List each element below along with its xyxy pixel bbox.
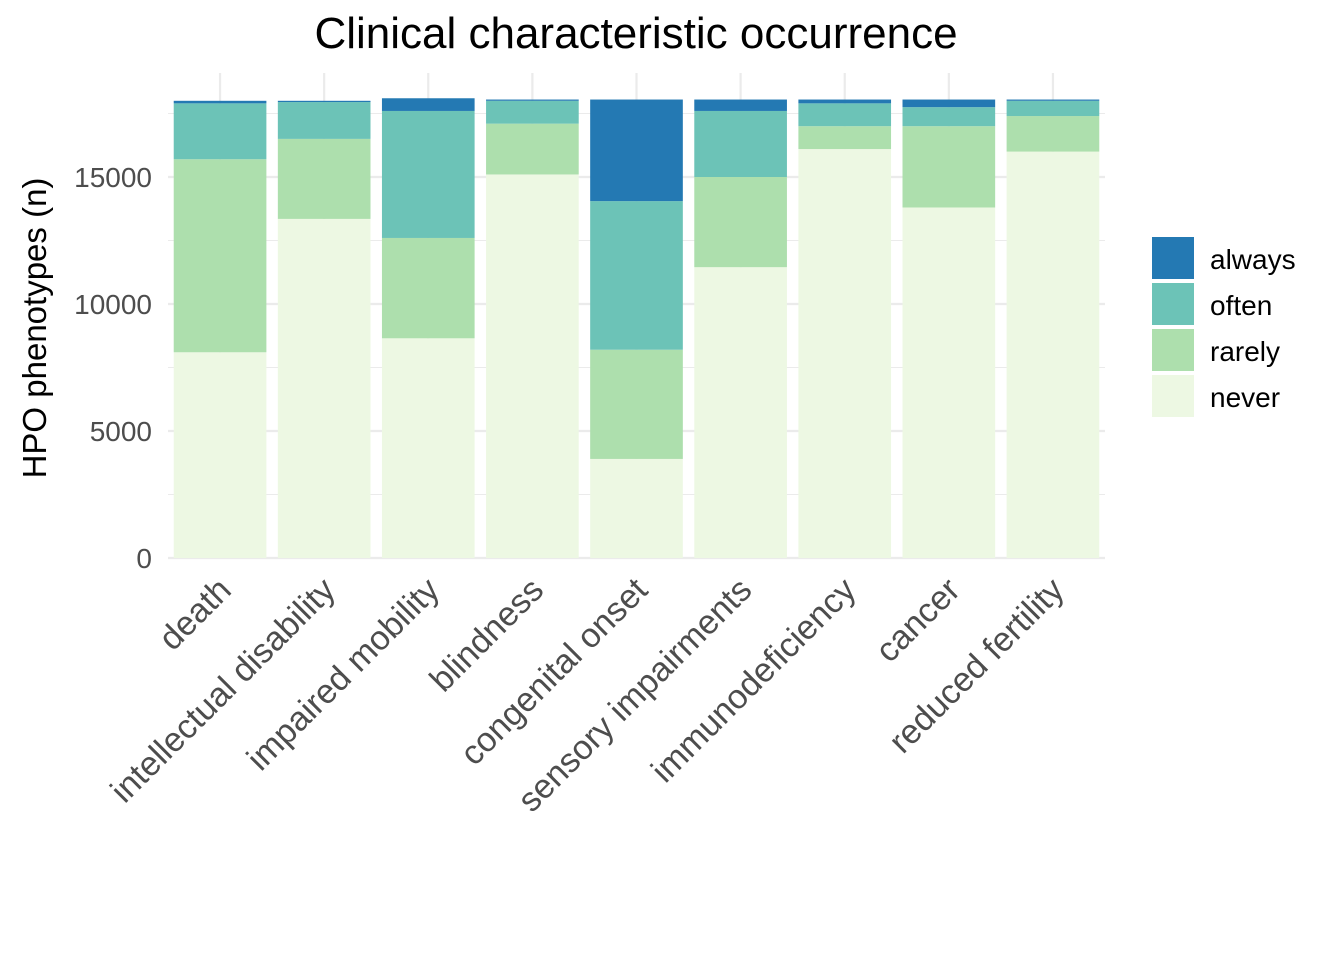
bar-often [798, 103, 892, 127]
y-axis: 0 5000 10000 15000 [74, 162, 152, 574]
bar-never [486, 174, 579, 558]
bar-never [902, 207, 996, 559]
bar-always [486, 99, 579, 101]
bar-never [694, 267, 787, 558]
bar-often [694, 110, 787, 177]
bar-often [590, 201, 683, 350]
bar-often [381, 110, 475, 238]
y-axis-label: HPO phenotypes (n) [16, 178, 53, 479]
bar-often [173, 103, 267, 160]
y-tick-label: 15000 [74, 162, 152, 193]
x-tick-label: cancer [868, 571, 967, 670]
bar-often [486, 100, 579, 124]
bar-rarely [486, 123, 579, 175]
bar-rarely [173, 159, 267, 353]
legend-swatch-always [1152, 237, 1194, 279]
bar-always [590, 99, 683, 202]
y-tick-label: 0 [136, 543, 152, 574]
legend-label-rarely: rarely [1210, 336, 1280, 367]
bar-always [277, 100, 371, 103]
chart-title: Clinical characteristic occurrence [314, 9, 957, 58]
bar-rarely [590, 349, 683, 459]
bar-rarely [1006, 116, 1100, 152]
bar-rarely [277, 138, 371, 219]
legend-swatch-never [1152, 375, 1194, 417]
legend-swatch-often [1152, 283, 1194, 325]
y-tick-label: 10000 [74, 289, 152, 320]
legend: always often rarely never [1152, 237, 1296, 417]
x-tick-label: congenital onset [453, 570, 655, 772]
bar-always [1006, 99, 1100, 101]
bar-often [277, 102, 371, 139]
legend-swatch-rarely [1152, 329, 1194, 371]
bar-always [381, 98, 475, 111]
bar-always [798, 99, 892, 104]
bar-never [277, 218, 371, 558]
bar-always [173, 100, 267, 104]
bar-often [902, 107, 996, 127]
legend-label-always: always [1210, 244, 1296, 275]
bar-rarely [381, 237, 475, 339]
x-tick-label: reduced fertility [882, 571, 1072, 761]
bars [173, 98, 1100, 559]
bar-always [694, 99, 787, 111]
bar-never [798, 149, 892, 558]
legend-label-never: never [1210, 382, 1280, 413]
x-tick-label: immunodeficiency [644, 571, 863, 790]
bar-often [1006, 100, 1100, 117]
bar-never [590, 458, 683, 558]
legend-label-often: often [1210, 290, 1272, 321]
bar-always [902, 99, 996, 108]
bar-rarely [694, 177, 787, 268]
y-tick-label: 5000 [90, 416, 152, 447]
x-tick-label: impaired mobility [240, 571, 447, 778]
bar-rarely [798, 126, 892, 150]
x-tick-label: death [152, 571, 239, 658]
bar-never [381, 338, 475, 558]
bar-never [1006, 151, 1100, 558]
bar-rarely [902, 126, 996, 208]
bar-never [173, 352, 267, 558]
